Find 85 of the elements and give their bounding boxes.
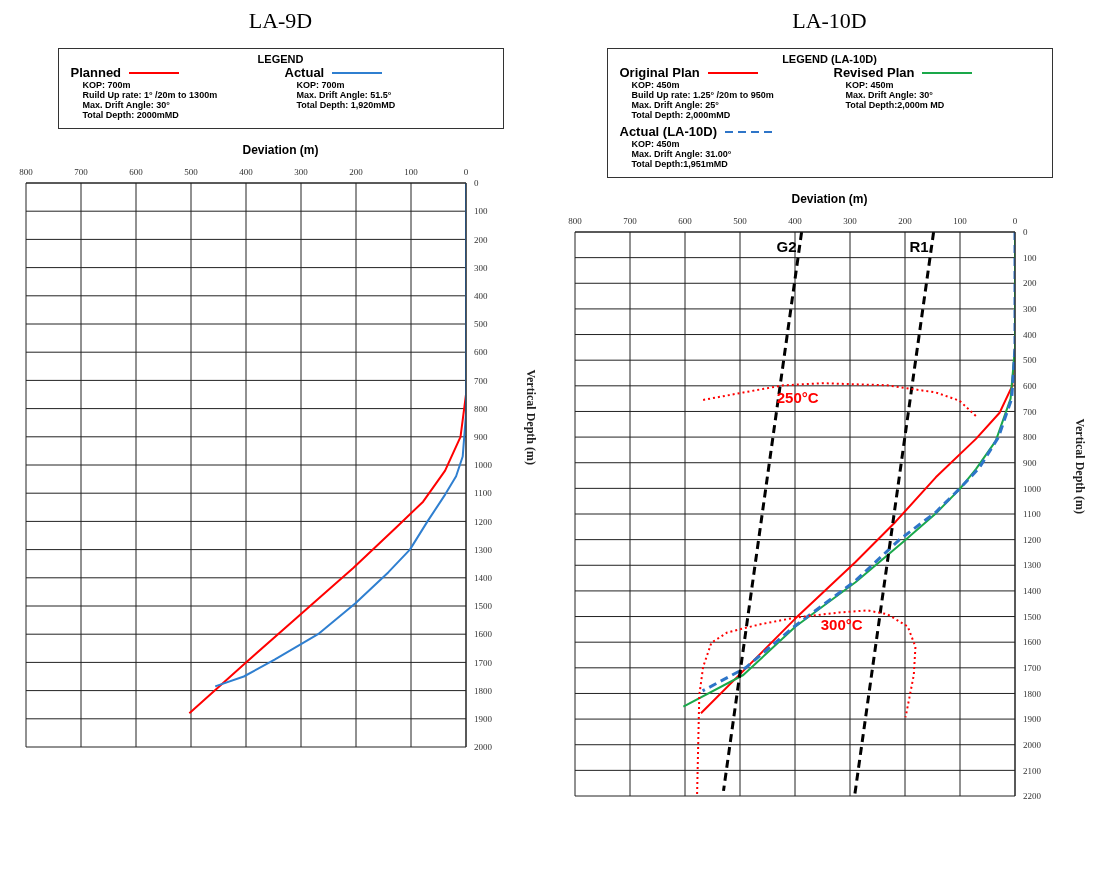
y-tick-label: 2100 xyxy=(1022,765,1041,776)
y-tick-label: 0 xyxy=(1022,227,1028,238)
x-tick-label: 800 xyxy=(567,216,582,226)
y-tick-label: 1100 xyxy=(1022,509,1041,520)
y-tick-label: 1200 xyxy=(473,516,492,527)
line-series xyxy=(701,382,979,419)
y-tick-label: 200 xyxy=(1022,278,1037,289)
y-tick-label: 900 xyxy=(473,431,488,442)
y-tick-label: 1300 xyxy=(473,544,492,555)
x-tick-label: 700 xyxy=(73,167,88,177)
y-tick-label: 300 xyxy=(473,262,488,273)
y-tick-label: 1800 xyxy=(1022,688,1041,699)
y-tick-label: 1200 xyxy=(1022,534,1041,545)
legend-title: LEGEND xyxy=(256,53,305,65)
y-axis-title: Vertical Depth (m) xyxy=(1072,418,1087,514)
text: KOP: 450m Max. Drift Angle: 31.00° Total Depth:1,951mMD xyxy=(631,139,733,169)
y-tick-label: 800 xyxy=(473,403,488,414)
legend-label: Actual (LA-10D) xyxy=(619,124,718,139)
y-tick-label: 100 xyxy=(473,206,488,217)
annotation: R1 xyxy=(908,238,929,255)
y-tick-label: 300 xyxy=(1022,304,1037,315)
x-tick-label: 300 xyxy=(293,167,308,177)
text: KOP: 450m Build Up rate: 1.25° /20m to 950m Max. Drift Angle: 25° Total Depth: 2,000mMD xyxy=(631,80,775,120)
x-axis-title: Deviation (m) xyxy=(242,143,319,157)
y-tick-label: 700 xyxy=(1022,406,1037,417)
x-tick-label: 800 xyxy=(18,167,33,177)
y-tick-label: 1500 xyxy=(473,601,492,612)
legend-label: Planned xyxy=(70,65,122,80)
y-tick-label: 600 xyxy=(1022,381,1037,392)
y-tick-label: 600 xyxy=(473,347,488,358)
legend-title: LEGEND (LA-10D) xyxy=(781,53,878,65)
y-tick-label: 1900 xyxy=(473,713,492,724)
y-tick-label: 2000 xyxy=(1022,739,1041,750)
annotation: 300°C xyxy=(820,616,863,634)
y-tick-label: 200 xyxy=(473,234,488,245)
text: KOP: 450m Max. Drift Angle: 30° Total Depth:2,000m MD xyxy=(845,80,946,110)
y-tick-label: 1300 xyxy=(1022,560,1041,571)
y-tick-label: 2000 xyxy=(473,742,492,753)
x-tick-label: 400 xyxy=(238,167,253,177)
x-axis-title: Deviation (m) xyxy=(791,192,868,206)
y-tick-label: 1800 xyxy=(473,685,492,696)
annotation: G2 xyxy=(776,238,797,255)
y-tick-label: 1600 xyxy=(1022,637,1041,648)
x-tick-label: 500 xyxy=(183,167,198,177)
text: KOP: 700m Max. Drift Angle: 51.5° Total Depth: 1,920mMD xyxy=(296,80,397,110)
y-tick-label: 1700 xyxy=(473,657,492,668)
y-tick-label: 500 xyxy=(1022,355,1037,366)
y-axis-title: Vertical Depth (m) xyxy=(523,369,538,465)
y-tick-label: 500 xyxy=(473,319,488,330)
chart-title: LA-9D xyxy=(248,8,313,35)
x-tick-label: 300 xyxy=(842,216,857,226)
y-tick-label: 1500 xyxy=(1022,611,1041,622)
x-tick-label: 100 xyxy=(403,167,418,177)
x-tick-label: 200 xyxy=(348,167,363,177)
x-tick-label: 200 xyxy=(897,216,912,226)
y-tick-label: 1000 xyxy=(473,460,492,471)
x-tick-label: 0 xyxy=(1012,216,1018,226)
y-tick-label: 2200 xyxy=(1022,791,1041,802)
y-tick-label: 1100 xyxy=(473,488,492,499)
y-tick-label: 400 xyxy=(1022,329,1037,340)
y-tick-label: 100 xyxy=(1022,252,1037,263)
y-tick-label: 1900 xyxy=(1022,714,1041,725)
legend-label: Revised Plan xyxy=(833,65,915,80)
x-tick-label: 100 xyxy=(952,216,967,226)
y-tick-label: 1600 xyxy=(473,629,492,640)
chart-title: LA-10D xyxy=(792,8,867,35)
x-tick-label: 600 xyxy=(677,216,692,226)
y-tick-label: 0 xyxy=(473,178,479,189)
legend-label: Original Plan xyxy=(619,65,700,80)
x-tick-label: 600 xyxy=(128,167,143,177)
y-tick-label: 900 xyxy=(1022,457,1037,468)
x-tick-label: 500 xyxy=(732,216,747,226)
legend-label: Actual xyxy=(284,65,325,80)
text: KOP: 700m Ruild Up rate: 1° /20m to 1300m Max. Drift Angle: 30° Total Depth: 2000mMD xyxy=(82,80,219,120)
x-tick-label: 0 xyxy=(463,167,469,177)
x-tick-label: 700 xyxy=(622,216,637,226)
y-tick-label: 800 xyxy=(1022,432,1037,443)
y-tick-label: 1000 xyxy=(1022,483,1041,494)
y-tick-label: 1400 xyxy=(1022,586,1041,597)
y-tick-label: 400 xyxy=(473,290,488,301)
y-tick-label: 1400 xyxy=(473,572,492,583)
annotation: 250°C xyxy=(776,389,819,407)
y-tick-label: 700 xyxy=(473,375,488,386)
y-tick-label: 1700 xyxy=(1022,663,1041,674)
x-tick-label: 400 xyxy=(787,216,802,226)
